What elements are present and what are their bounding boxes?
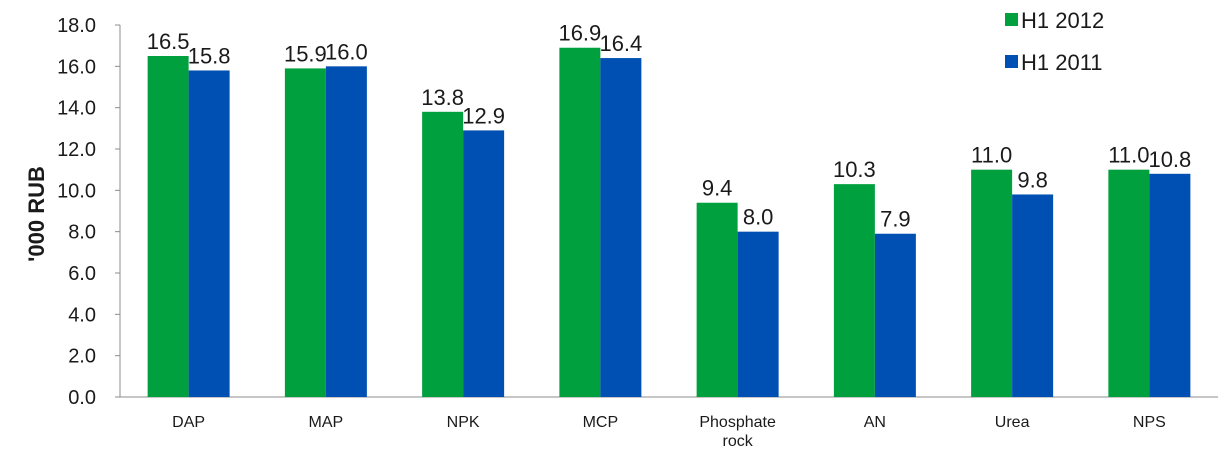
bar [422,111,464,398]
bar [284,68,326,398]
category-label: DAP [172,414,205,431]
legend-swatch [1005,13,1018,26]
legend-swatch [1005,55,1018,68]
bars [147,47,1191,398]
y-tick-label: 8.0 [68,222,96,244]
category-label: NPK [447,414,480,431]
data-label: 10.3 [833,157,876,182]
category-label: Phosphate [699,414,776,431]
bar [600,58,642,398]
y-tick-label: 12.0 [57,139,96,161]
category-label: MCP [583,414,619,431]
data-label: 15.8 [188,43,231,68]
data-label: 13.8 [421,85,464,110]
data-label: 8.0 [743,205,774,230]
bar [188,70,230,397]
bar [1108,169,1150,397]
category-label: MAP [309,414,344,431]
bar [874,233,916,397]
bar [147,56,189,397]
y-tick-label: 4.0 [68,304,96,326]
data-label: 11.0 [1108,143,1149,168]
y-axis-label: '000 RUB [24,166,49,262]
y-tick-label: 14.0 [57,98,96,120]
data-label: 10.8 [1148,147,1191,172]
bar [1012,194,1054,397]
legend-label: H1 2012 [1021,8,1104,33]
data-label: 16.5 [147,29,190,54]
data-label: 12.9 [462,103,505,128]
category-label: rock [723,433,754,450]
y-tick-label: 2.0 [68,346,96,368]
data-label: 11.0 [971,143,1012,168]
y-tick-label: 18.0 [57,15,96,37]
y-tick-labels: 0.0 2.0 4.0 6.0 8.0 10.0 12.0 14.0 16.0 18.0 [57,15,96,409]
y-tick-label: 0.0 [68,387,96,409]
legend: H1 2012 H1 2011 [1005,8,1104,75]
y-tick-label: 6.0 [68,263,96,285]
data-label: 16.9 [558,21,601,46]
data-label: 9.8 [1017,167,1048,192]
bar [1149,173,1191,397]
bar [696,202,738,397]
legend-label: H1 2011 [1021,50,1103,75]
y-tick-label: 10.0 [57,180,96,202]
category-label: AN [864,414,886,431]
data-label: 9.4 [702,176,733,201]
bar [463,130,505,397]
category-labels: DAP MAP NPK MCP Phosphate rock AN Urea NPS [172,414,1166,450]
bar [737,231,779,397]
bar [971,169,1013,397]
bar [325,66,367,397]
y-tick-label: 16.0 [57,56,96,78]
data-labels: 16.515.8 15.916.0 13.812.9 16.916.4 9.4 8.0 10… [147,21,1192,232]
data-label: 16.4 [599,31,642,56]
bar [833,184,875,397]
category-label: Urea [995,414,1030,431]
data-label: 16.0 [325,39,368,64]
bar [559,47,601,397]
data-label: 7.9 [880,207,911,232]
data-label: 15.9 [284,41,327,66]
category-label: NPS [1133,414,1166,431]
